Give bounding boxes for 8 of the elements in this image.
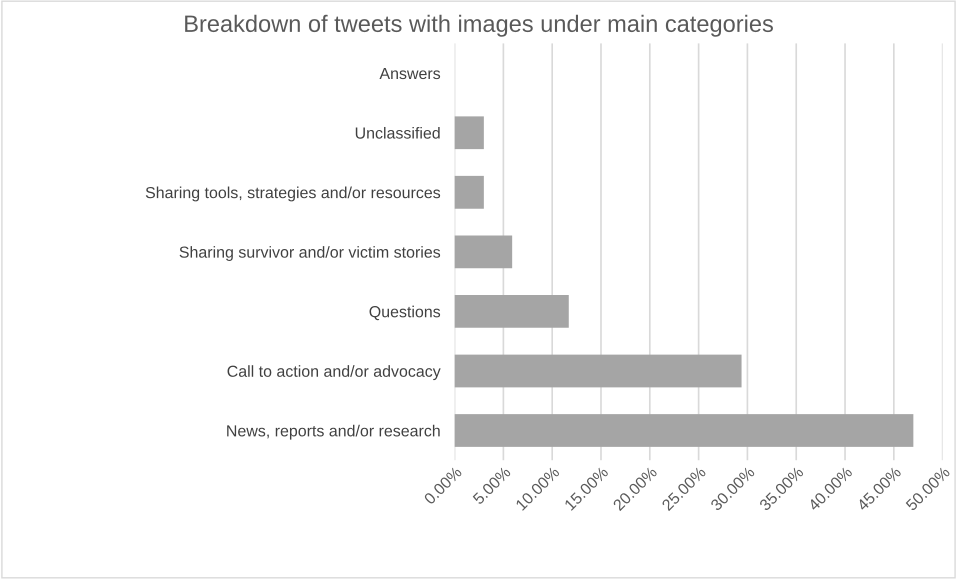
y-tick-label: Call to action and/or advocacy bbox=[228, 365, 441, 380]
y-tick-label: Answers bbox=[379, 68, 440, 80]
y-tick-label: News, reports and/or research bbox=[227, 424, 440, 440]
chart-title: Breakdown of tweets with images under main categories bbox=[185, 14, 773, 37]
y-tick-label: Unclassified bbox=[356, 126, 440, 139]
y-tick-label: Sharing survivor and/or victim stories bbox=[180, 246, 440, 261]
y-tick-label: Sharing tools, strategies and/or resources bbox=[146, 186, 440, 202]
y-tick-label: Questions bbox=[370, 306, 440, 320]
